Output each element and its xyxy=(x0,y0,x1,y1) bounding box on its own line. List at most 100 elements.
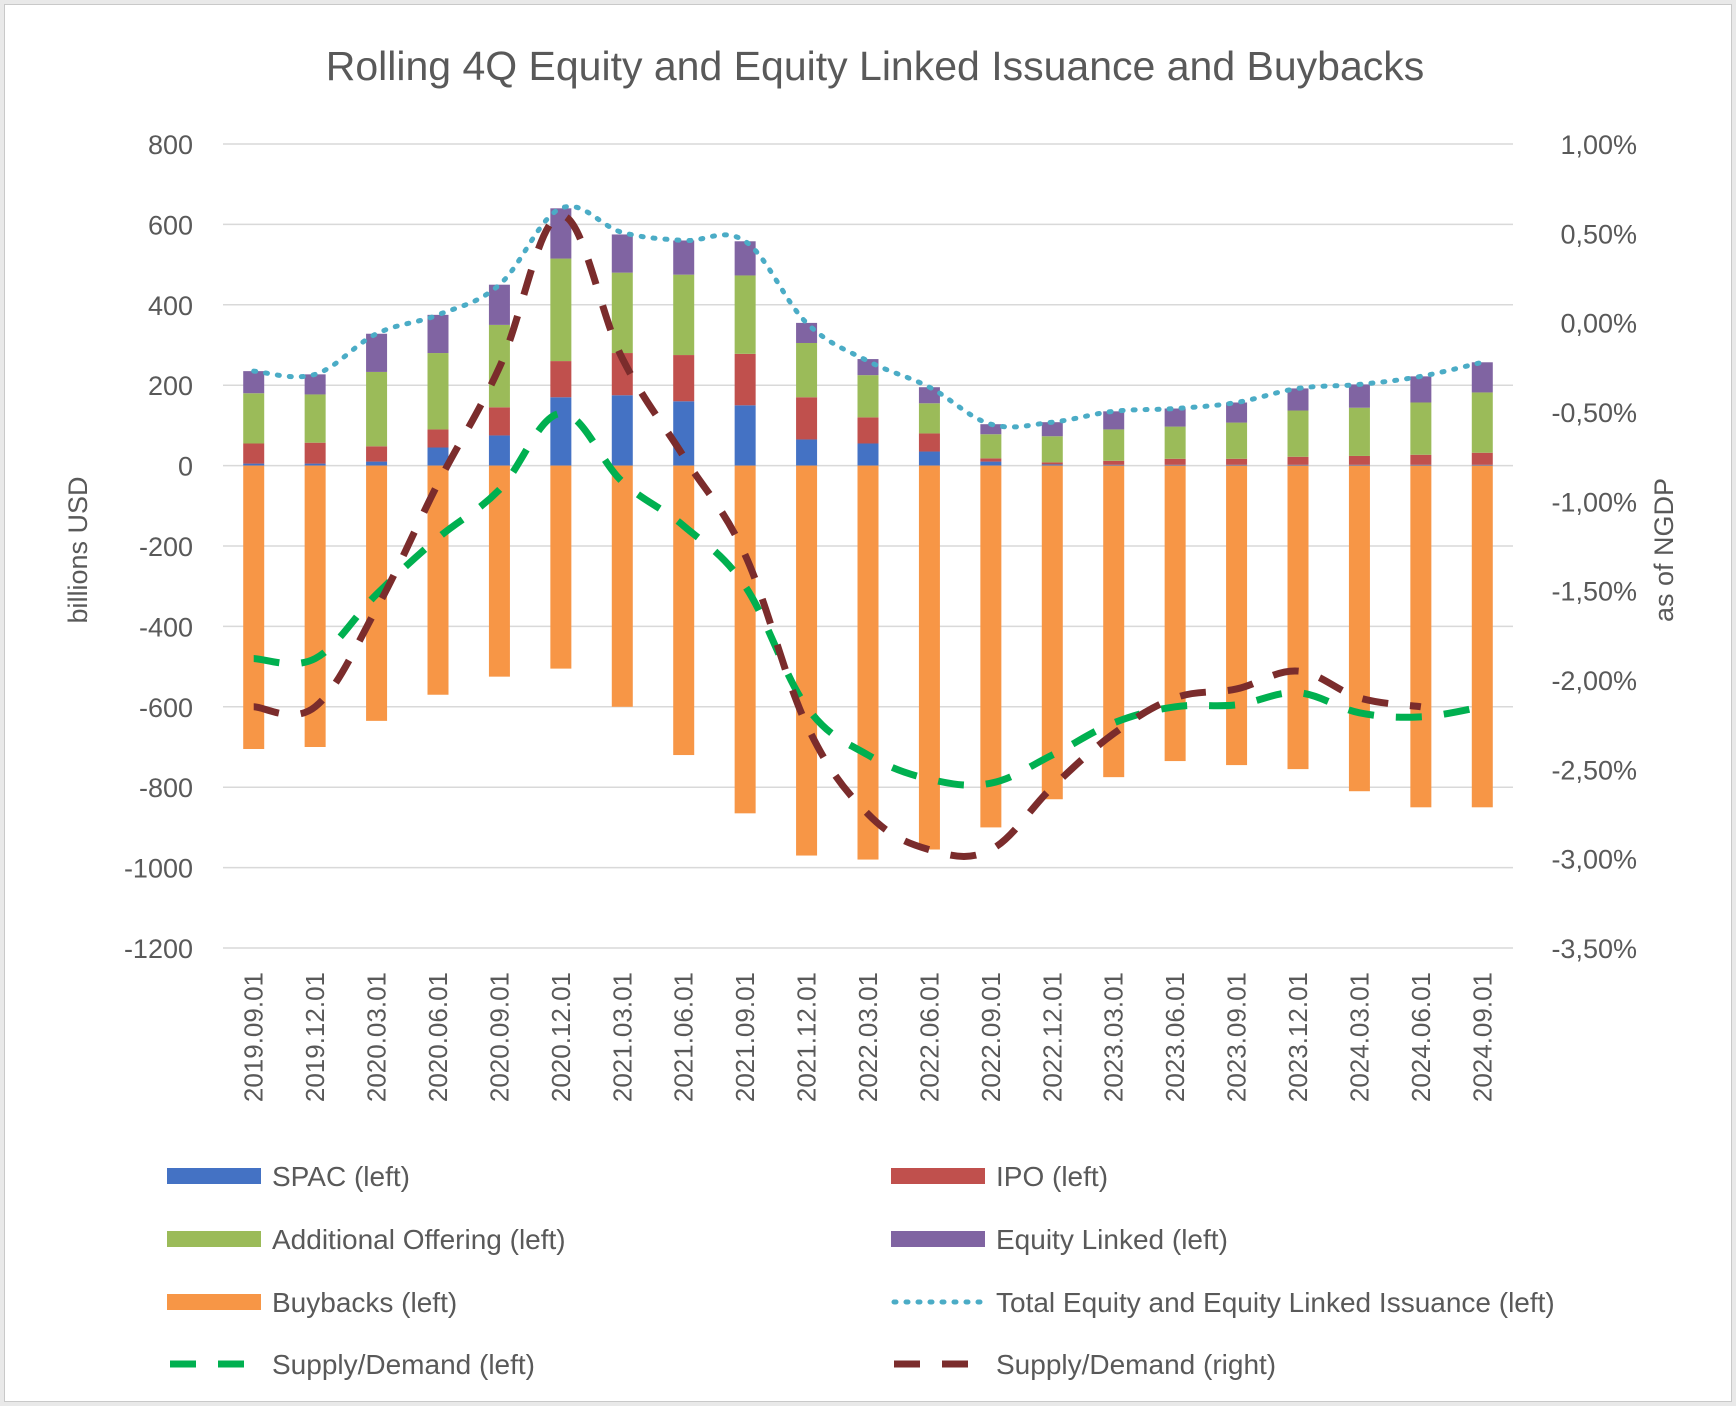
y-tick-label: -800 xyxy=(139,773,193,803)
bar-ipo xyxy=(857,417,879,444)
bar-spac xyxy=(857,443,879,466)
bar-additional-offering xyxy=(918,403,940,434)
bar-spac xyxy=(1041,464,1063,466)
x-tick-label: 2023.12.01 xyxy=(1283,972,1313,1102)
bar-ipo xyxy=(1287,456,1309,465)
bar-spac xyxy=(427,447,449,466)
legend-swatch xyxy=(167,1168,261,1184)
y2-axis-ticks: 1,00% 0,50% 0,00% -0,50% -1,00% -1,50% -2,00% -… xyxy=(1551,130,1637,964)
x-tick-label: 2022.03.01 xyxy=(853,972,883,1102)
bar-spac xyxy=(1103,464,1125,466)
x-tick-label: 2022.12.01 xyxy=(1037,972,1067,1102)
bar-spac xyxy=(366,461,388,466)
y-tick-label: -1000 xyxy=(124,854,193,884)
bar-buybacks xyxy=(1287,465,1309,770)
x-tick-label: 2023.03.01 xyxy=(1099,972,1129,1102)
x-tick-label: 2024.06.01 xyxy=(1406,972,1436,1102)
bar-buybacks xyxy=(1041,465,1063,800)
legend-label: Buybacks (left) xyxy=(272,1287,457,1318)
x-tick-label: 2021.12.01 xyxy=(792,972,822,1102)
bar-ipo xyxy=(550,361,572,398)
x-tick-label: 2023.06.01 xyxy=(1160,972,1190,1102)
bar-buybacks xyxy=(796,465,818,856)
bar-spac xyxy=(1287,464,1309,466)
legend-label: Supply/Demand (right) xyxy=(996,1349,1276,1380)
bar-equity-linked xyxy=(1471,362,1493,393)
bar-additional-offering xyxy=(1471,392,1493,453)
x-tick-label: 2020.12.01 xyxy=(546,972,576,1102)
y-tick-label: -1200 xyxy=(124,934,193,964)
bar-buybacks xyxy=(427,465,449,695)
bar-ipo xyxy=(796,397,818,440)
legend-swatch xyxy=(891,1168,985,1184)
bar-buybacks xyxy=(611,465,633,707)
bar-spac xyxy=(796,439,818,466)
legend-label: SPAC (left) xyxy=(272,1161,410,1192)
bar-spac xyxy=(1348,464,1370,466)
bar-ipo xyxy=(980,458,1002,462)
y-tick-label: 600 xyxy=(148,210,193,240)
y2-tick-label: 0,00% xyxy=(1560,309,1637,339)
bar-equity-linked xyxy=(1164,408,1186,427)
x-tick-label: 2019.12.01 xyxy=(300,972,330,1102)
legend-item-ipo-left: IPO (left) xyxy=(891,1161,1108,1192)
bar-additional-offering xyxy=(734,275,756,354)
x-tick-label: 2019.09.01 xyxy=(239,972,269,1102)
lines-layer xyxy=(251,203,1485,860)
bar-spac xyxy=(734,405,756,466)
bar-equity-linked xyxy=(366,333,388,372)
bar-buybacks xyxy=(673,465,695,756)
legend: SPAC (left) IPO (left) Additional Offering… xyxy=(167,1161,1555,1380)
legend-item-buybacks-left: Buybacks (left) xyxy=(167,1287,457,1318)
bar-ipo xyxy=(304,442,326,464)
bar-additional-offering xyxy=(1410,402,1432,455)
bar-buybacks xyxy=(550,465,572,669)
bar-equity-linked xyxy=(918,387,940,404)
legend-label: Total Equity and Equity Linked Issuance … xyxy=(996,1287,1555,1318)
bar-buybacks xyxy=(1226,465,1248,766)
bar-ipo xyxy=(366,446,388,462)
bar-ipo xyxy=(918,433,940,452)
y2-tick-label: -2,50% xyxy=(1551,755,1637,785)
bar-spac xyxy=(243,463,265,466)
bar-buybacks xyxy=(918,465,940,850)
bar-additional-offering xyxy=(1103,429,1125,461)
bar-ipo xyxy=(1471,452,1493,465)
y2-tick-label: -3,50% xyxy=(1551,934,1637,964)
chart-title: Rolling 4Q Equity and Equity Linked Issu… xyxy=(326,43,1425,89)
bar-buybacks xyxy=(734,465,756,814)
x-tick-label: 2024.03.01 xyxy=(1344,972,1374,1102)
bar-equity-linked xyxy=(488,284,510,325)
bars-layer xyxy=(243,208,1493,860)
x-tick-label: 2021.03.01 xyxy=(607,972,637,1102)
y2-tick-label: -0,50% xyxy=(1551,398,1637,428)
line-supply-demand-right xyxy=(253,211,1422,860)
bar-ipo xyxy=(488,407,510,436)
bar-spac xyxy=(488,435,510,466)
bar-ipo xyxy=(1226,458,1248,465)
bar-additional-offering xyxy=(980,434,1002,459)
bar-equity-linked xyxy=(673,240,695,275)
bar-additional-offering xyxy=(304,394,326,443)
legend-swatch xyxy=(167,1294,261,1310)
legend-swatch xyxy=(167,1231,261,1247)
y-tick-label: 0 xyxy=(178,452,193,482)
line-supply-demand-left xyxy=(253,409,1483,789)
y2-tick-label: -1,50% xyxy=(1551,577,1637,607)
bar-additional-offering xyxy=(673,274,695,356)
legend-item-total-equity-and-equity-linked-issuance-left: Total Equity and Equity Linked Issuance … xyxy=(891,1287,1555,1318)
legend-swatch xyxy=(891,1231,985,1247)
bar-additional-offering xyxy=(427,353,449,430)
bar-spac xyxy=(980,461,1002,466)
bar-buybacks xyxy=(1348,465,1370,792)
y2-axis-label: as of NGDP xyxy=(1649,478,1679,622)
x-tick-label: 2020.03.01 xyxy=(362,972,392,1102)
bar-ipo xyxy=(243,443,265,464)
x-axis-ticks: 2019.09.01 2019.12.01 2020.03.01 2020.06.01… xyxy=(239,972,1498,1102)
bar-equity-linked xyxy=(1041,422,1063,437)
bar-equity-linked xyxy=(980,424,1002,435)
bar-additional-offering xyxy=(1041,436,1063,463)
bar-additional-offering xyxy=(1226,422,1248,459)
bar-ipo xyxy=(734,353,756,406)
y-tick-label: 800 xyxy=(148,130,193,160)
